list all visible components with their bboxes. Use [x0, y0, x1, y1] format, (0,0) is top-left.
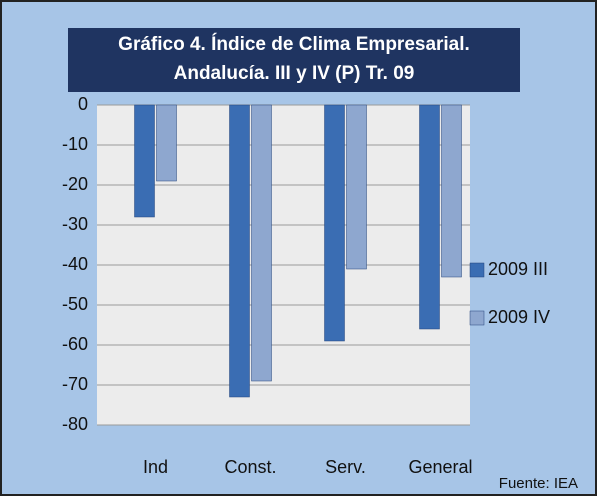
bar [346, 104, 367, 270]
y-tick-label: 0 [78, 94, 88, 114]
y-tick-label: -60 [62, 334, 88, 354]
bar [156, 104, 177, 182]
y-tick-label: -10 [62, 134, 88, 154]
chart-title: Gráfico 4. Índice de Clima Empresarial. [118, 33, 470, 55]
legend-swatch [469, 262, 485, 278]
x-tick-label: Const. [224, 457, 276, 477]
x-tick-label: Ind [143, 457, 168, 477]
y-tick-label: -80 [62, 414, 88, 434]
y-tick-label: -40 [62, 254, 88, 274]
legend-swatch [469, 310, 485, 326]
y-tick-label: -20 [62, 174, 88, 194]
bar [419, 104, 440, 330]
source-note: Fuente: IEA [499, 475, 578, 492]
bar [441, 104, 462, 278]
bar [229, 104, 250, 398]
bar [134, 104, 155, 218]
legend-label: 2009 III [488, 259, 548, 279]
bar [324, 104, 345, 342]
title-box [68, 28, 520, 92]
chart-title: Andalucía. III y IV (P) Tr. 09 [174, 63, 415, 84]
bar [251, 104, 272, 382]
y-tick-label: -70 [62, 374, 88, 394]
x-tick-label: Serv. [325, 457, 366, 477]
y-tick-label: -50 [62, 294, 88, 314]
x-tick-label: General [408, 457, 472, 477]
legend-label: 2009 IV [488, 307, 550, 327]
y-tick-label: -30 [62, 214, 88, 234]
